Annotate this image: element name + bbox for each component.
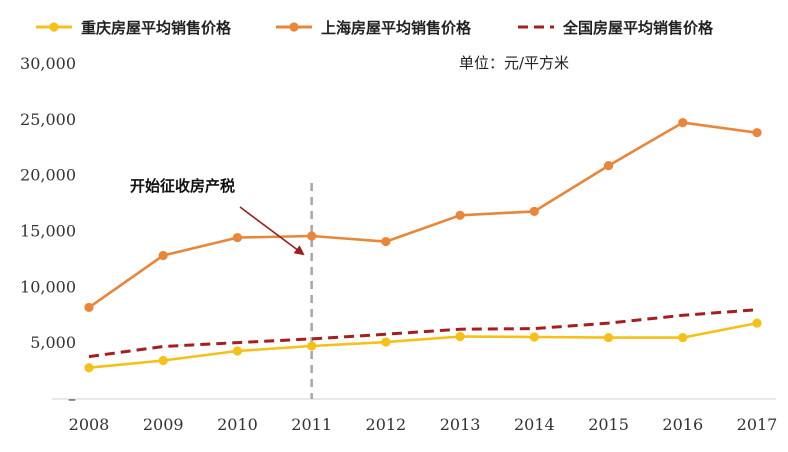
x-tick-label: 2014 (514, 415, 555, 434)
data-point (603, 332, 614, 343)
data-point (678, 332, 688, 343)
series-line (88, 121, 758, 309)
data-point (752, 318, 762, 328)
data-point (381, 337, 391, 347)
annotation-label: 开始征收房产税 (130, 177, 235, 195)
data-point (529, 206, 539, 216)
data-point (455, 210, 465, 220)
legend-label: 上海房屋平均销售价格 (321, 19, 472, 37)
legend-swatch-marker (289, 22, 299, 32)
y-tick-label: 25,000 (20, 110, 76, 129)
x-tick-label: 2011 (291, 415, 332, 434)
x-tick-label: 2015 (588, 415, 629, 434)
data-point (603, 161, 614, 171)
data-point (232, 233, 243, 243)
data-point (752, 128, 762, 138)
data-point (529, 332, 539, 342)
y-tick-label: 5,000 (30, 333, 76, 352)
legend-label: 全国房屋平均销售价格 (562, 19, 714, 37)
y-tick-label: 10,000 (20, 277, 76, 296)
data-point (84, 363, 94, 373)
y-tick-label: 20,000 (20, 166, 76, 185)
x-tick-label: 2016 (662, 415, 703, 434)
data-point (84, 302, 94, 313)
legend-label: 重庆房屋平均销售价格 (81, 19, 232, 37)
x-tick-label: 2013 (440, 415, 481, 434)
series-line (88, 321, 758, 369)
x-tick-label: 2010 (217, 415, 258, 434)
x-tick-label: 2008 (69, 415, 110, 434)
data-point (455, 331, 465, 342)
annotation-arrow (239, 206, 305, 256)
data-point (307, 231, 317, 241)
x-axis: 2008 2009 2010 2011 2012 2013 2014 2015 2016 2017 (69, 415, 778, 434)
legend: 重庆房屋平均销售价格 上海房屋平均销售价格 全国房屋平均销售价格 (36, 19, 714, 37)
x-tick-label: 2017 (737, 415, 778, 434)
data-point (307, 341, 317, 351)
unit-label: 单位：元/平方米 (459, 54, 569, 72)
series-line (88, 308, 758, 359)
x-tick-label: 2009 (143, 415, 184, 434)
data-point (158, 355, 168, 366)
data-point (232, 346, 243, 356)
data-point (678, 118, 688, 128)
data-point (158, 250, 168, 261)
x-tick-label: 2012 (366, 415, 407, 434)
y-tick-label: 30,000 (20, 54, 76, 73)
data-point (381, 236, 391, 247)
legend-swatch-marker (49, 22, 59, 32)
y-tick-label: 15,000 (20, 222, 76, 241)
series-group (84, 118, 762, 373)
